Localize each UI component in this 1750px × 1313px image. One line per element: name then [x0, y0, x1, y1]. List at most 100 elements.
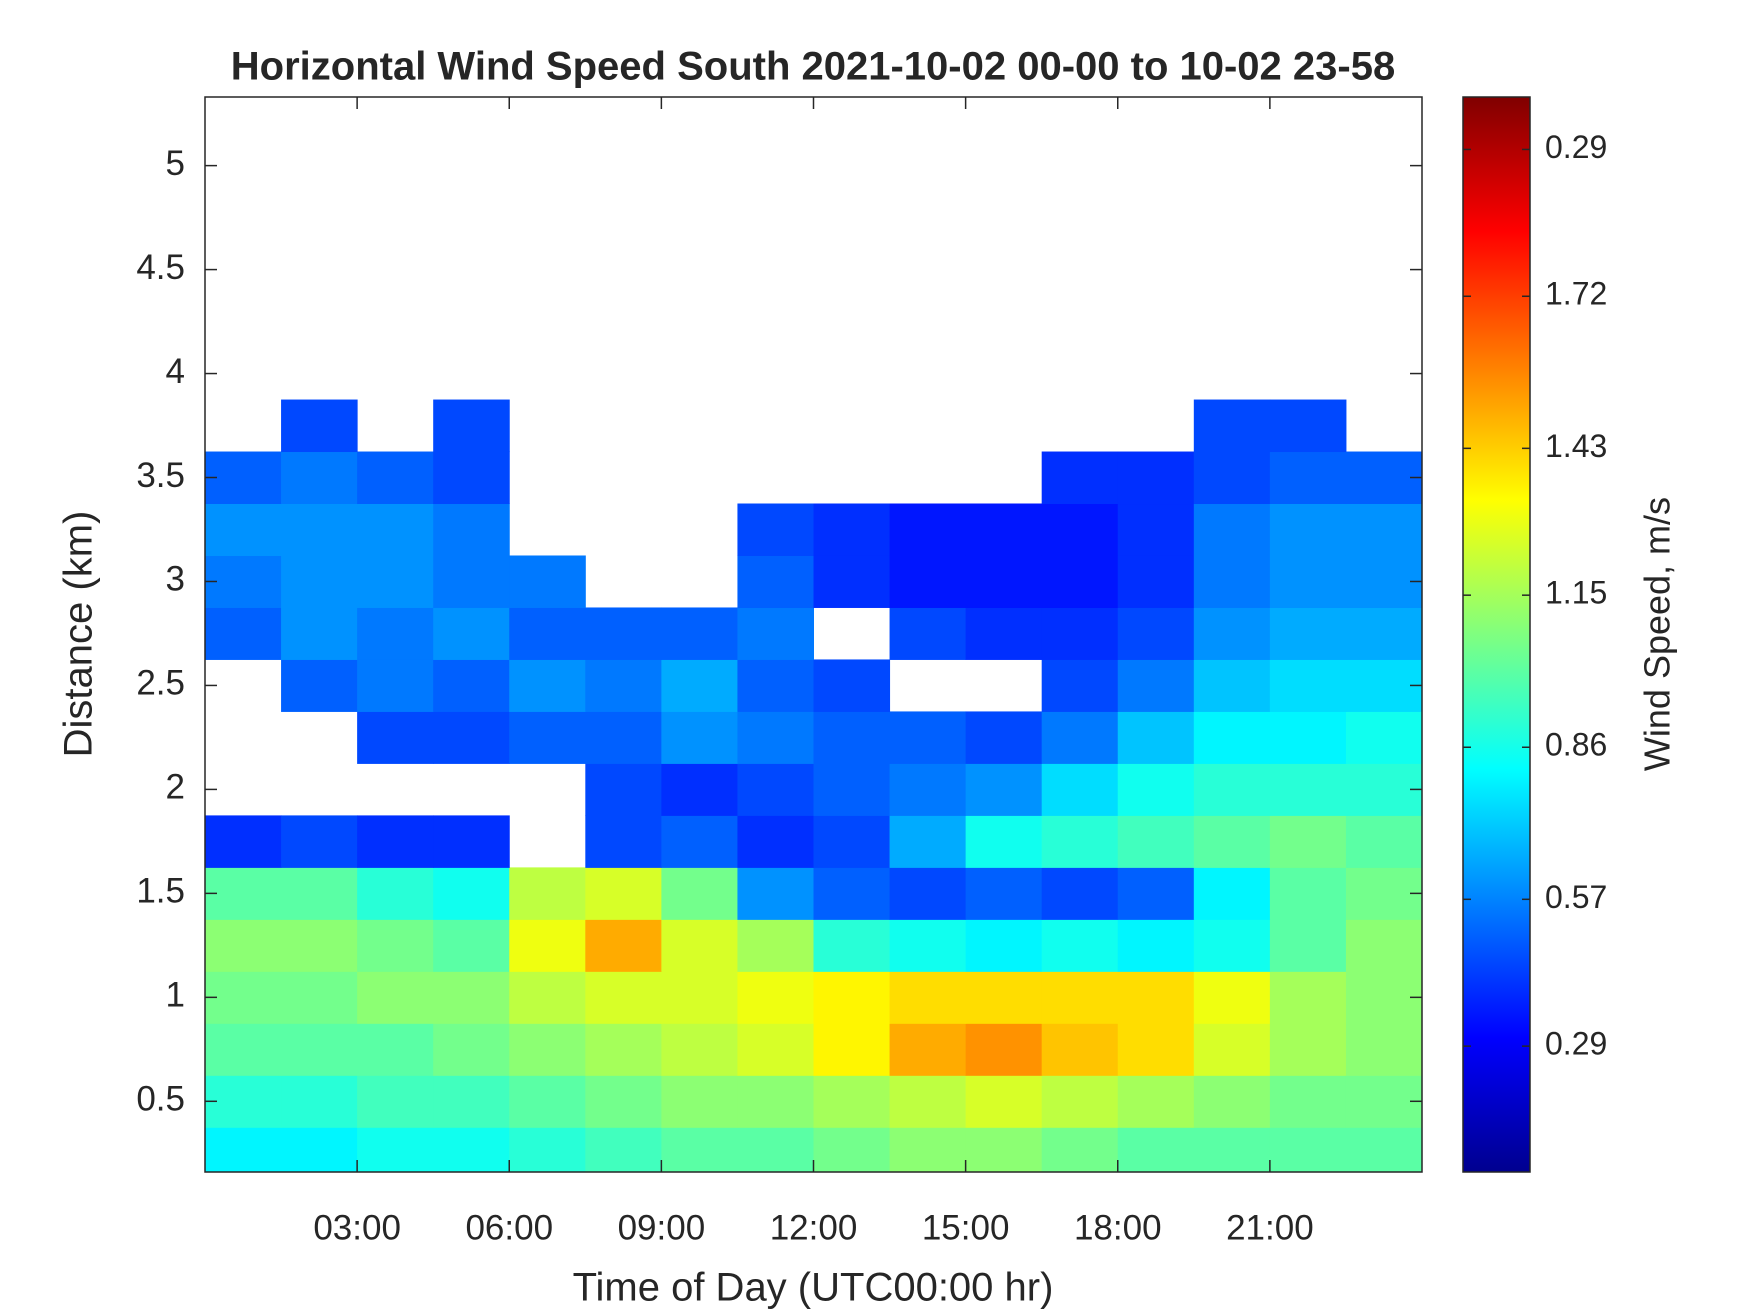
heatmap-cell: [357, 503, 434, 556]
heatmap-cell: [813, 711, 891, 764]
heatmap-cell: [585, 1127, 662, 1172]
heatmap-cell: [433, 399, 510, 453]
heatmap-cell: [1041, 919, 1119, 972]
heatmap-cell: [661, 659, 738, 712]
heatmap-cell: [281, 503, 358, 556]
heatmap-cell: [661, 1075, 738, 1128]
heatmap-cell: [1345, 451, 1422, 505]
heatmap-cell: [585, 1075, 662, 1128]
heatmap-cell: [813, 1023, 891, 1076]
heatmap-cell: [1193, 815, 1271, 868]
heatmap-cell: [357, 711, 434, 764]
heatmap-cell: [1117, 711, 1195, 764]
heatmap-cell: [585, 711, 662, 764]
heatmap-cell: [737, 711, 814, 764]
heatmap-cell: [965, 503, 1043, 556]
heatmap-cell: [509, 555, 586, 608]
heatmap-cell: [889, 971, 967, 1024]
heatmap-cell: [357, 1075, 434, 1128]
heatmap-cell: [357, 971, 434, 1024]
heatmap-cell: [661, 763, 738, 816]
heatmap-cell: [585, 867, 662, 920]
heatmap-cell: [1193, 659, 1271, 712]
heatmap-cell: [965, 763, 1043, 816]
heatmap-cell: [889, 867, 967, 920]
heatmap-cell: [1193, 971, 1271, 1024]
heatmap-cell: [1041, 555, 1119, 608]
heatmap-cell: [1269, 399, 1347, 453]
heatmap-cell: [1117, 659, 1195, 712]
y-tick-label: 2: [166, 768, 185, 807]
heatmap-cell: [509, 711, 586, 764]
heatmap-cell: [1117, 607, 1195, 660]
heatmap-cell: [1041, 763, 1119, 816]
heatmap-cell: [813, 815, 891, 868]
heatmap-cell: [965, 1127, 1043, 1172]
heatmap-cell: [509, 1023, 586, 1076]
heatmap-cell: [737, 1127, 814, 1172]
heatmap-cell: [661, 1023, 738, 1076]
heatmap-cell: [737, 503, 814, 556]
y-axis-label: Distance (km): [57, 511, 101, 758]
y-tick-label: 1: [166, 976, 185, 1015]
heatmap-cell: [1269, 555, 1347, 608]
heatmap-cell: [813, 867, 891, 920]
y-tick-label: 3: [166, 560, 185, 599]
heatmap-cell: [1117, 451, 1195, 505]
heatmap-cell: [281, 1023, 358, 1076]
heatmap-cell: [1345, 1075, 1422, 1128]
heatmap-cell: [1345, 1127, 1422, 1172]
heatmap-cell: [357, 1127, 434, 1172]
heatmap-cell: [433, 711, 510, 764]
heatmap-cell: [1193, 607, 1271, 660]
heatmap-cell: [1345, 607, 1422, 660]
heatmap-cell: [889, 555, 967, 608]
heatmap-cell: [737, 867, 814, 920]
x-tick-label: 03:00: [313, 1208, 401, 1247]
heatmap-cell: [1193, 1127, 1271, 1172]
heatmap-cell: [1269, 607, 1347, 660]
heatmap-cell: [205, 1023, 282, 1076]
heatmap-cell: [965, 711, 1043, 764]
heatmap-cell: [585, 763, 662, 816]
heatmap-cell: [281, 659, 358, 712]
colorbar-tick-label: 1.43: [1545, 428, 1607, 464]
heatmap-cell: [1269, 1023, 1347, 1076]
heatmap-cell: [737, 971, 814, 1024]
heatmap-cell: [585, 659, 662, 712]
x-tick-label: 12:00: [770, 1208, 858, 1247]
heatmap-cell: [1193, 763, 1271, 816]
heatmap-cell: [1193, 711, 1271, 764]
y-tick-label: 4: [166, 352, 185, 391]
heatmap-cell: [585, 607, 662, 660]
heatmap-cell: [661, 1127, 738, 1172]
heatmap-cell: [965, 815, 1043, 868]
heatmap-cell: [965, 1075, 1043, 1128]
colorbar-tick-label: 0.86: [1545, 727, 1607, 763]
heatmap-cell: [1345, 503, 1422, 556]
heatmap-cell: [357, 815, 434, 868]
heatmap-cell: [433, 1127, 510, 1172]
heatmap-cell: [1193, 555, 1271, 608]
heatmap-cell: [509, 971, 586, 1024]
heatmap-cell: [889, 815, 967, 868]
heatmap-cell: [1345, 763, 1422, 816]
heatmap-cell: [1269, 711, 1347, 764]
heatmap-cell: [1041, 1127, 1119, 1172]
colorbar: [1462, 96, 1531, 1173]
heatmap-cell: [1041, 451, 1119, 505]
heatmap-cell: [1269, 503, 1347, 556]
heatmap-cell: [1345, 815, 1422, 868]
heatmap-cell: [737, 659, 814, 712]
heatmap-cell: [661, 607, 738, 660]
heatmap-cell: [813, 919, 891, 972]
heatmap-cell: [1269, 971, 1347, 1024]
heatmap-cell: [205, 867, 282, 920]
heatmap-cell: [1269, 451, 1347, 505]
heatmap-cell: [585, 1023, 662, 1076]
heatmap-cell: [1345, 659, 1422, 712]
heatmap-cell: [205, 555, 282, 608]
heatmap-cell: [1269, 867, 1347, 920]
heatmap-cell: [813, 659, 891, 712]
